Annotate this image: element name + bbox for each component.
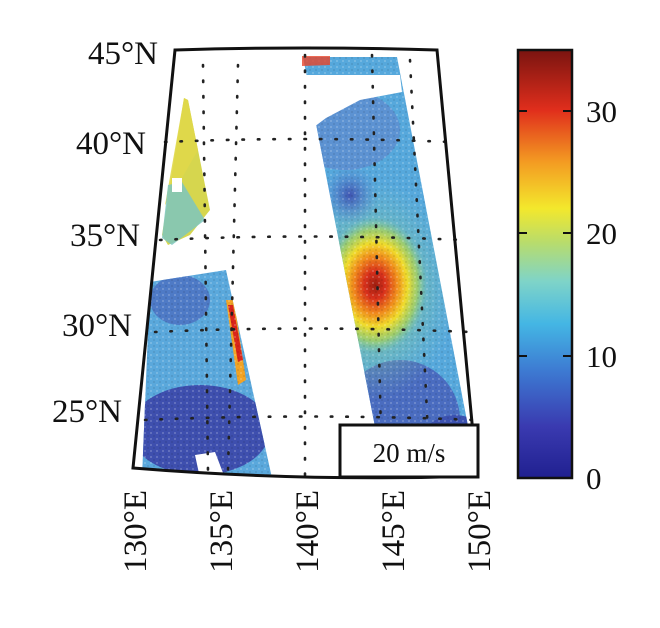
lon-label-140: 140°E	[290, 490, 326, 573]
lat-label-45: 45°N	[88, 36, 158, 72]
latitude-labels: 45°N 40°N 35°N 30°N 25°N	[52, 36, 158, 430]
lat-label-25: 25°N	[52, 394, 122, 430]
colorbar-tick-30: 30	[586, 94, 617, 129]
colorbar: 0 10 20 30	[516, 48, 617, 496]
colorbar-tick-10: 10	[586, 339, 617, 374]
lon-label-135: 135°E	[204, 490, 240, 573]
graticule	[143, 53, 477, 478]
colorbar-tick-20: 20	[586, 216, 617, 251]
scale-box	[338, 423, 480, 479]
colorbar-ticks	[518, 110, 572, 479]
east-swath-topblock	[302, 56, 330, 66]
lat-label-35: 35°N	[70, 218, 140, 254]
lon-label-145: 145°E	[376, 490, 412, 573]
colorbar-gradient	[516, 48, 574, 480]
lon-label-130: 130°E	[118, 490, 154, 573]
east-swath-gap	[305, 75, 402, 130]
wind-scale-reference: 20 m/s	[338, 423, 480, 479]
lat-label-30: 30°N	[62, 308, 132, 344]
lat-label-40: 40°N	[76, 126, 146, 162]
longitude-labels: 130°E 135°E 140°E 145°E 150°E	[118, 490, 498, 573]
scale-label: 20 m/s	[373, 438, 446, 468]
colorbar-tick-0: 0	[586, 461, 602, 496]
lon-label-150: 150°E	[462, 490, 498, 573]
